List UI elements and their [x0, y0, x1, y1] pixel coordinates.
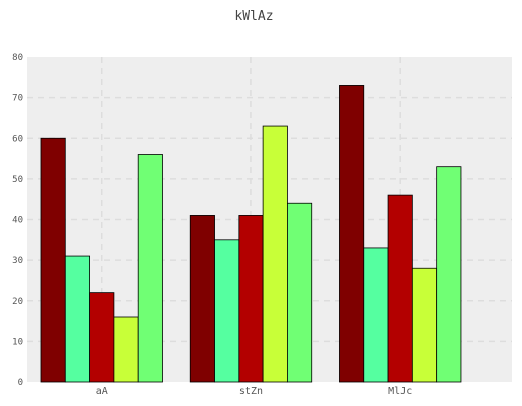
bar-stZn-s5	[287, 202, 313, 383]
y-tick-label: 30	[12, 256, 23, 266]
y-tick-label: 0	[18, 378, 23, 388]
y-tick-label: 40	[12, 216, 23, 226]
bar-MlJc-s5	[436, 166, 462, 383]
y-tick-label: 80	[12, 53, 23, 63]
y-tick-label: 60	[12, 134, 23, 144]
x-tick-label: stZn	[239, 386, 263, 397]
bar-aA-s1	[40, 137, 66, 383]
y-axis-ticks: 0 10 20 30 40 50 60 70 80	[12, 53, 23, 388]
y-tick-label: 50	[12, 175, 23, 185]
bar-aA-s4	[113, 316, 139, 383]
bar-stZn-s4	[262, 125, 288, 383]
bar-MlJc-s3	[387, 194, 413, 383]
bar-stZn-s1	[189, 215, 215, 383]
bars	[40, 85, 462, 383]
bar-MlJc-s1	[339, 85, 365, 383]
bar-aA-s2	[64, 255, 91, 383]
y-tick-label: 10	[12, 337, 23, 347]
x-axis-ticks: aA stZn MlJc	[96, 386, 413, 397]
y-tick-label: 70	[12, 94, 23, 104]
chart-title: kWlAz	[234, 9, 273, 24]
bar-MlJc-s2	[363, 247, 389, 383]
bar-stZn-s2	[214, 239, 240, 383]
x-tick-label: aA	[96, 386, 108, 397]
bar-MlJc-s4	[411, 267, 438, 383]
bar-aA-s3	[89, 292, 115, 383]
bar-stZn-s3	[238, 215, 264, 383]
bar-aA-s5	[137, 154, 163, 383]
y-tick-label: 20	[12, 297, 23, 307]
x-tick-label: MlJc	[388, 386, 412, 397]
